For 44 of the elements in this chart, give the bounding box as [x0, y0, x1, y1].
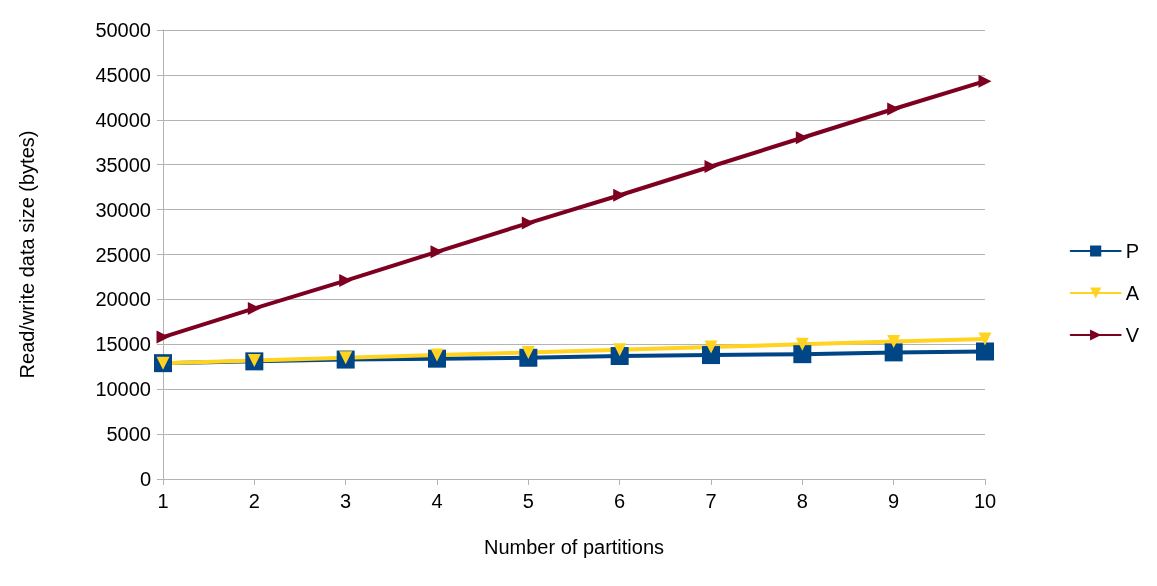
- legend-label: V: [1125, 324, 1140, 346]
- y-tick-label: 30000: [95, 198, 151, 221]
- point: [887, 335, 901, 349]
- y-tick-label: 5000: [106, 423, 151, 446]
- point: [704, 340, 718, 354]
- x-tick-label: 4: [431, 490, 443, 512]
- point: [978, 332, 992, 346]
- point: [978, 74, 992, 88]
- x-axis-title: Number of partitions: [483, 536, 665, 558]
- point: [702, 346, 720, 365]
- point: [704, 160, 718, 173]
- y-tick-label: 50000: [95, 19, 151, 41]
- y-tick-label: 40000: [95, 108, 151, 131]
- x-tick-label: 7: [705, 490, 717, 512]
- x-tick-label: 2: [248, 490, 260, 512]
- x-tick-label: 5: [522, 490, 534, 512]
- point: [976, 342, 994, 361]
- x-tick-label: 6: [614, 490, 626, 512]
- point: [430, 245, 444, 259]
- x-tick-label: 10: [973, 490, 997, 512]
- y-tick-label: 45000: [95, 63, 151, 86]
- y-tick-label: 20000: [95, 288, 151, 311]
- point: [339, 274, 353, 288]
- point: [521, 216, 535, 230]
- x-tick-label: 1: [157, 490, 169, 512]
- y-tick-label: 25000: [95, 243, 151, 266]
- y-tick-label: 0: [139, 468, 151, 490]
- point: [795, 131, 809, 145]
- point: [884, 343, 903, 362]
- y-tick-label: 35000: [95, 153, 151, 176]
- point: [613, 188, 627, 202]
- legend-label: P: [1125, 240, 1139, 262]
- y-axis-title: Read/write data size (bytes): [16, 130, 38, 379]
- x-tick-label: 8: [796, 490, 808, 512]
- point: [247, 301, 261, 315]
- y-tick-label: 15000: [95, 333, 151, 356]
- point: [887, 102, 901, 116]
- point: [793, 345, 812, 364]
- point: [795, 337, 809, 351]
- x-tick-label: 3: [340, 490, 352, 512]
- point: [156, 330, 170, 344]
- y-tick-label: 10000: [95, 378, 151, 401]
- x-tick-label: 9: [888, 490, 900, 512]
- legend-label: A: [1125, 282, 1140, 304]
